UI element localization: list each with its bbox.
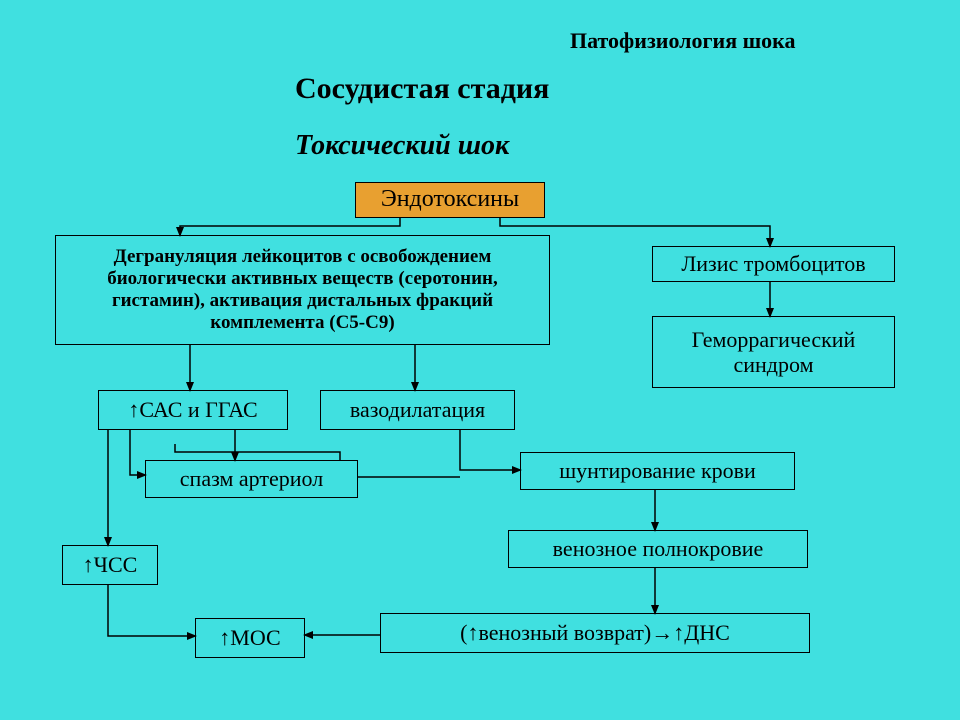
node-venous_full: венозное полнокровие [508, 530, 808, 568]
node-sas: ↑САС и ГГАС [98, 390, 288, 430]
page-subtitle: Токсический шок [295, 130, 509, 162]
node-lysis: Лизис тромбоцитов [652, 246, 895, 282]
node-chss: ↑ЧСС [62, 545, 158, 585]
node-hemorrhagic: Геморрагический синдром [652, 316, 895, 388]
node-venous_return: (↑венозный возврат)→↑ДНС [380, 613, 810, 653]
page-title: Сосудистая стадия [295, 72, 549, 106]
node-endotoxins: Эндотоксины [355, 182, 545, 218]
node-vasodil: вазодилатация [320, 390, 515, 430]
node-spasm: спазм артериол [145, 460, 358, 498]
node-shunt: шунтирование крови [520, 452, 795, 490]
node-mos: ↑МОС [195, 618, 305, 658]
page-header: Патофизиология шока [570, 28, 796, 54]
node-degranulation: Дегрануляция лейкоцитов с освобождением … [55, 235, 550, 345]
